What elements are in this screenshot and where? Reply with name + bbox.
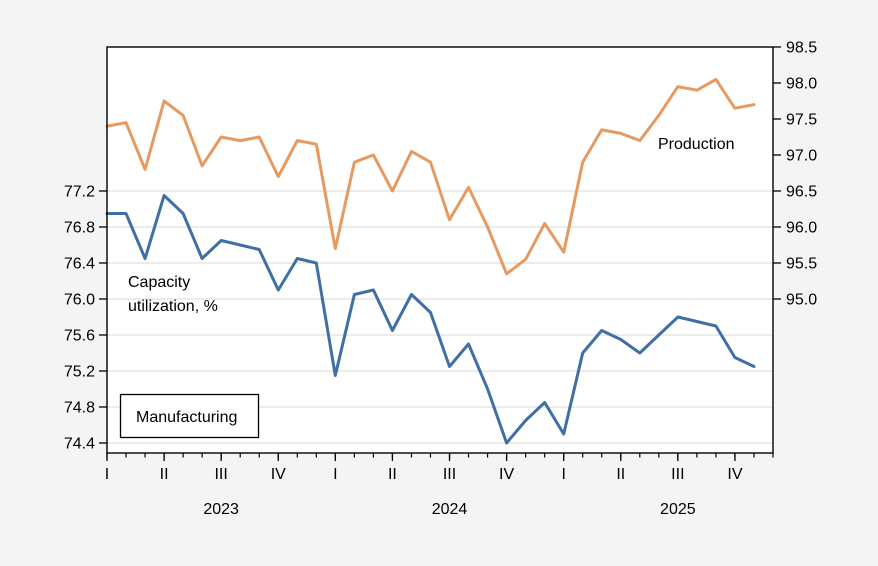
right-axis-tick-label: 95.5: [786, 256, 817, 273]
right-axis-tick-label: 96.0: [786, 220, 817, 237]
left-axis-tick-label: 74.8: [64, 400, 95, 417]
right-axis-tick-label: 97.5: [786, 112, 817, 129]
left-axis-tick-label: 76.8: [64, 220, 95, 237]
x-axis-major-ticks: [106, 453, 736, 461]
right-axis-labels: 95.0 95.5 96.0 96.5 97.0 97.5 98.0 98.5: [786, 40, 817, 309]
x-axis-year-label: 2024: [432, 501, 468, 518]
x-axis-quarter-label: III: [214, 466, 227, 483]
right-axis-tick-label: 98.5: [786, 40, 817, 57]
left-axis-ticks: [99, 190, 107, 444]
manufacturing-box-frame: [119, 393, 260, 439]
plot-area: [107, 47, 773, 453]
x-axis-quarter-label: IV: [727, 466, 742, 483]
left-axis-tick-label: 75.6: [64, 328, 95, 345]
left-axis-tick-label: 75.2: [64, 364, 95, 381]
x-axis-year-label: 2025: [660, 501, 696, 518]
x-axis-quarter-label: I: [333, 466, 337, 483]
x-axis-quarter-label: IV: [271, 466, 286, 483]
x-axis-quarter-label: I: [105, 466, 109, 483]
x-axis-quarter-labels: I II III IV I II III IV I II III IV: [105, 466, 743, 483]
series-capacity-utilization-line: [105, 194, 756, 445]
manufacturing-box-label: Manufacturing: [136, 409, 237, 426]
x-axis-quarter-label: II: [616, 466, 625, 483]
series-production-line: [105, 77, 756, 276]
plot-border: [106, 46, 774, 454]
left-axis-tick-label: 76.0: [64, 292, 95, 309]
x-axis-year-label: 2023: [203, 501, 239, 518]
right-axis-ticks: [773, 46, 781, 300]
left-axis-tick-label: 74.4: [64, 436, 95, 453]
capacity-utilization-label-line2: utilization, %: [128, 298, 218, 315]
right-axis-tick-label: 96.5: [786, 184, 817, 201]
left-axis-tick-label: 77.2: [64, 184, 95, 201]
left-axis-labels: 74.4 74.8 75.2 75.6 76.0 76.4 76.8 77.2: [64, 184, 95, 453]
x-axis-year-labels: 2023 2024 2025: [203, 501, 695, 518]
left-axis-tick-label: 76.4: [64, 256, 95, 273]
capacity-utilization-label: Capacity utilization, %: [128, 274, 218, 315]
right-axis-tick-label: 97.0: [786, 148, 817, 165]
x-axis-quarter-label: III: [443, 466, 456, 483]
x-axis-quarter-label: IV: [499, 466, 514, 483]
x-axis-quarter-label: I: [561, 466, 565, 483]
right-axis-tick-label: 98.0: [786, 76, 817, 93]
right-axis-tick-label: 95.0: [786, 292, 817, 309]
manufacturing-box: Manufacturing: [119, 393, 260, 439]
x-axis-quarter-label: II: [388, 466, 397, 483]
capacity-utilization-label-line1: Capacity: [128, 274, 190, 291]
production-label: Production: [658, 136, 735, 153]
x-axis-quarter-label: II: [160, 466, 169, 483]
series-lines: [105, 77, 756, 445]
x-axis-quarter-label: III: [671, 466, 684, 483]
